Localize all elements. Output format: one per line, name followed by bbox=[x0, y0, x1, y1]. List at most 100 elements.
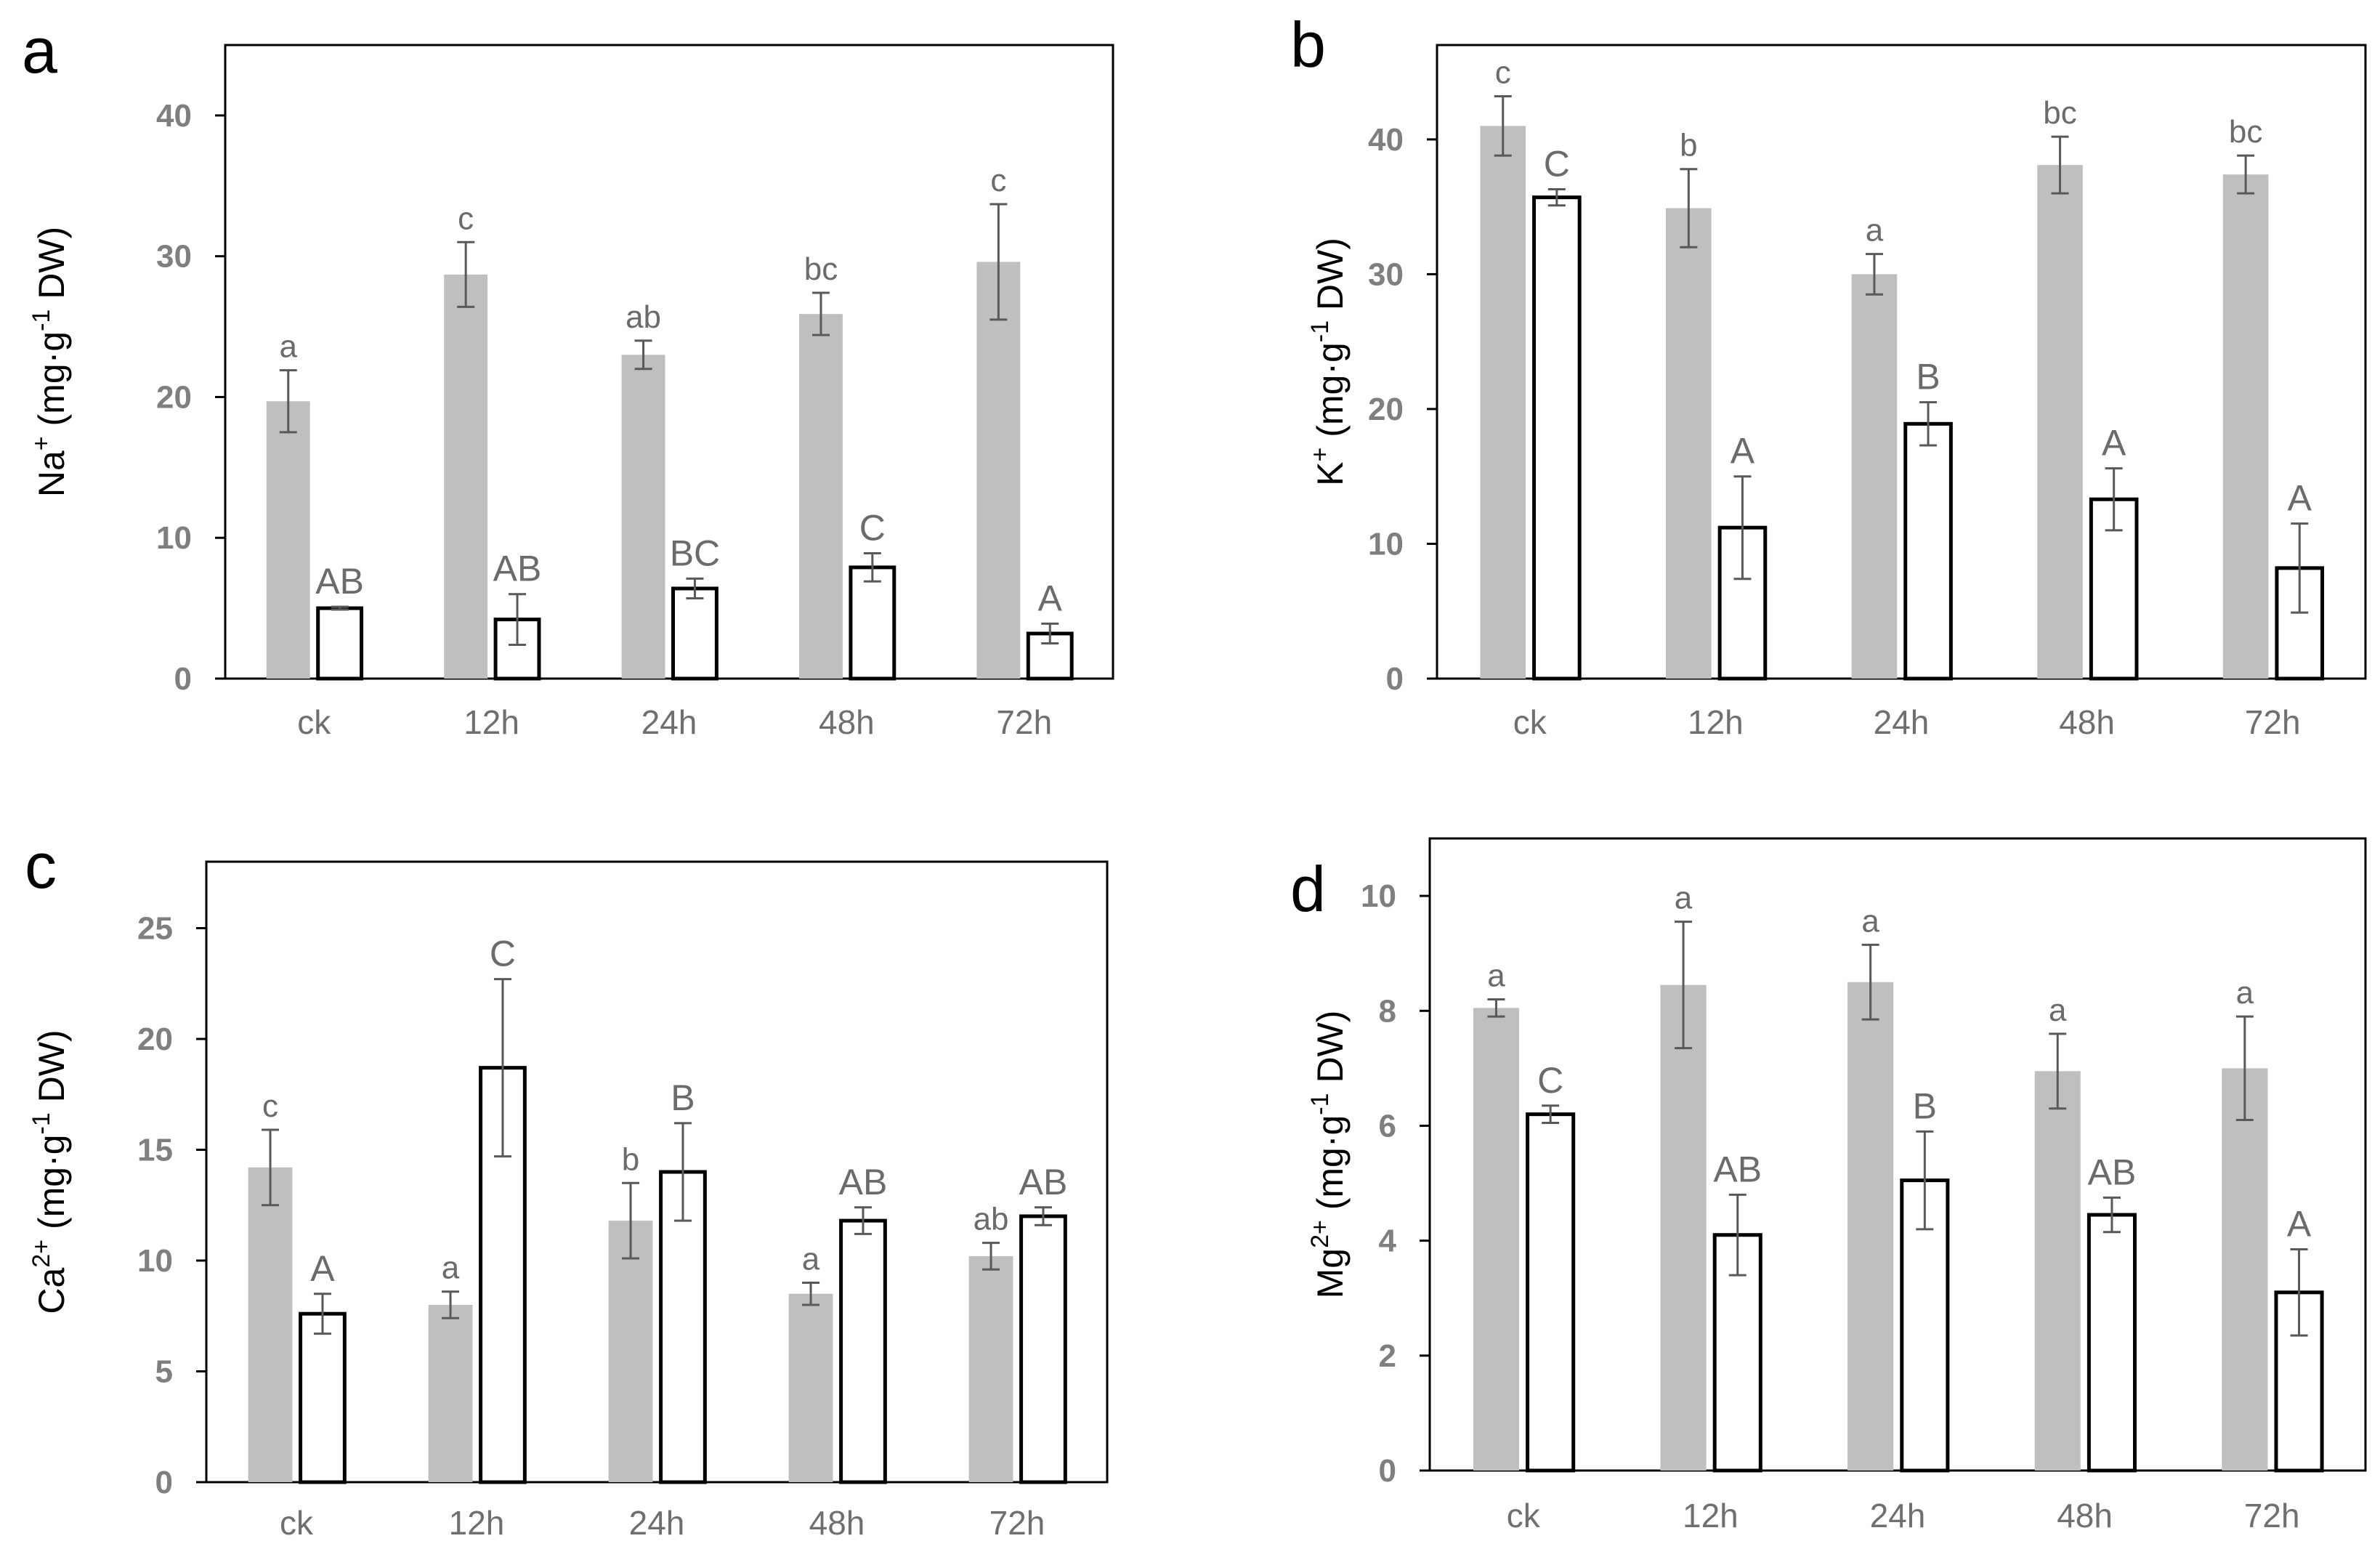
x-category-label: 72h bbox=[2245, 703, 2301, 741]
white-bar-ck bbox=[1532, 195, 1582, 681]
significance-label: BC bbox=[670, 533, 720, 573]
grey-bar-72h bbox=[2222, 174, 2269, 679]
x-category-label: 72h bbox=[996, 703, 1052, 741]
significance-label: C bbox=[490, 934, 516, 974]
significance-label: b bbox=[1680, 128, 1697, 163]
grey-bar-72h bbox=[2222, 1068, 2268, 1471]
panel-letter: c bbox=[25, 830, 57, 902]
significance-label: bc bbox=[804, 251, 838, 287]
significance-label: a bbox=[442, 1250, 460, 1286]
y-tick-label: 15 bbox=[137, 1133, 173, 1168]
x-category-label: ck bbox=[1513, 703, 1547, 741]
y-tick-label: 30 bbox=[156, 239, 192, 275]
significance-label: c bbox=[458, 201, 474, 236]
y-tick-label: 10 bbox=[1361, 878, 1396, 914]
significance-label: AB bbox=[315, 561, 364, 602]
x-category-label: 72h bbox=[989, 1504, 1045, 1542]
significance-label: A bbox=[2102, 423, 2126, 464]
white-bar-48h bbox=[839, 1218, 887, 1484]
grey-bar-48h bbox=[788, 1293, 833, 1482]
panel-d-chart: d 0 2 4 6 8 10 Mg2+ (mg·g-1 DW) a Cck a AB 12h a B 24h a… bbox=[1290, 837, 2367, 1534]
grey-bar-24h bbox=[608, 1221, 653, 1482]
white-bar-24h bbox=[671, 586, 719, 681]
significance-label: B bbox=[671, 1077, 695, 1118]
significance-label: ab bbox=[626, 299, 661, 335]
significance-label: A bbox=[310, 1248, 335, 1289]
y-tick-label: 10 bbox=[156, 520, 192, 556]
y-tick-label: 40 bbox=[1368, 122, 1404, 158]
significance-label: a bbox=[280, 329, 298, 365]
significance-label: c bbox=[990, 163, 1006, 198]
grey-bar-ck bbox=[248, 1167, 293, 1482]
significance-label: a bbox=[1861, 903, 1879, 939]
significance-label: a bbox=[1487, 958, 1505, 993]
y-tick-label: 30 bbox=[1368, 256, 1404, 292]
y-axis-label: Ca2+ (mg·g-1 DW) bbox=[28, 1030, 72, 1314]
significance-label: A bbox=[1038, 578, 1063, 618]
y-tick-label: 0 bbox=[1379, 1453, 1396, 1489]
y-tick-label: 25 bbox=[137, 911, 173, 947]
significance-label: A bbox=[2287, 1204, 2312, 1245]
grey-bar-12h bbox=[1666, 208, 1712, 679]
x-category-label: 72h bbox=[2244, 1497, 2300, 1534]
x-category-label: 12h bbox=[1683, 1497, 1739, 1534]
white-bar-48h bbox=[849, 565, 896, 681]
plot-frame bbox=[205, 860, 1109, 1484]
significance-label: C bbox=[1537, 1060, 1563, 1101]
x-category-label: 48h bbox=[2057, 1497, 2113, 1534]
panel-c-chart: c 0 5 10 15 20 25 Ca2+ (mg·g-1 DW) c Ack a C 12h bB 24… bbox=[25, 830, 1109, 1542]
panel-a-chart: a 0 10 20 30 40 Na+ (mg·g-1 DW) a AB ck c AB 12h ab BC… bbox=[22, 15, 1114, 741]
y-tick-label: 4 bbox=[1379, 1224, 1397, 1259]
grey-bar-48h bbox=[2037, 165, 2083, 679]
significance-label: AB bbox=[839, 1162, 888, 1202]
x-category-label: 12h bbox=[464, 703, 519, 741]
significance-label: AB bbox=[2088, 1152, 2137, 1192]
x-category-label: ck bbox=[1507, 1497, 1541, 1534]
grey-bar-72h bbox=[968, 1255, 1013, 1482]
significance-label: c bbox=[262, 1088, 278, 1124]
significance-label: C bbox=[859, 508, 886, 549]
grey-bar-ck bbox=[1480, 126, 1526, 679]
y-axis-label: K+ (mg·g-1 DW) bbox=[1306, 238, 1351, 486]
significance-label: a bbox=[1866, 213, 1884, 248]
significance-label: AB bbox=[493, 549, 542, 589]
significance-label: c bbox=[1495, 55, 1511, 91]
significance-label: C bbox=[1544, 144, 1570, 185]
x-category-label: 24h bbox=[1874, 703, 1930, 741]
x-category-label: ck bbox=[280, 1504, 314, 1542]
significance-label: AB bbox=[1713, 1149, 1762, 1189]
significance-label: a bbox=[2049, 992, 2067, 1028]
grey-bar-24h bbox=[621, 355, 665, 679]
grey-bar-ck bbox=[266, 401, 310, 679]
y-tick-label: 20 bbox=[137, 1022, 173, 1057]
plot-frame bbox=[1436, 44, 2367, 680]
plot-frame bbox=[1428, 837, 2367, 1472]
white-bar-24h bbox=[659, 1170, 707, 1484]
white-bar-48h bbox=[2086, 1213, 2137, 1473]
x-category-label: 24h bbox=[1870, 1497, 1926, 1534]
panel-letter: a bbox=[22, 15, 57, 86]
y-tick-label: 0 bbox=[174, 661, 192, 697]
significance-label: bc bbox=[2043, 95, 2076, 131]
y-tick-label: 6 bbox=[1379, 1108, 1396, 1144]
y-axis-label: Na+ (mg·g-1 DW) bbox=[28, 227, 72, 497]
y-tick-label: 20 bbox=[156, 379, 192, 415]
significance-label: a bbox=[802, 1242, 820, 1277]
grey-bar-48h bbox=[2034, 1071, 2081, 1471]
panel-letter: d bbox=[1290, 853, 1326, 925]
grey-bar-12h bbox=[444, 274, 488, 679]
significance-label: ab bbox=[974, 1202, 1009, 1237]
grey-bar-48h bbox=[799, 314, 843, 679]
grey-bar-72h bbox=[976, 262, 1021, 679]
significance-label: B bbox=[1913, 1085, 1937, 1126]
x-category-label: ck bbox=[297, 703, 331, 741]
panel-letter: b bbox=[1290, 9, 1326, 81]
significance-label: a bbox=[2236, 975, 2254, 1011]
y-tick-label: 10 bbox=[1368, 526, 1404, 562]
white-bar-ck bbox=[299, 1311, 347, 1484]
grey-bar-24h bbox=[1851, 274, 1898, 679]
y-tick-label: 2 bbox=[1379, 1338, 1396, 1374]
significance-label: bc bbox=[2229, 114, 2262, 150]
white-bar-12h bbox=[1712, 1233, 1762, 1473]
grey-bar-ck bbox=[1473, 1008, 1520, 1471]
